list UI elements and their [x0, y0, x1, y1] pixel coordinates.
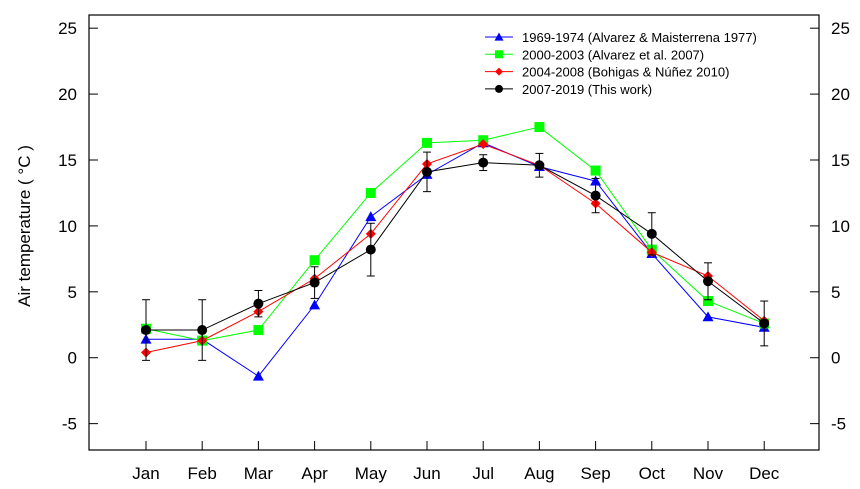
- series-line: [146, 162, 765, 331]
- series-0: [140, 137, 770, 381]
- series-line: [145, 143, 765, 353]
- x-axis: Jan Feb Mar Apr May Jun Jul Aug Sep Oct Nov Dec: [132, 441, 780, 483]
- data-point: [759, 318, 770, 329]
- x-tick-label: Aug: [524, 464, 554, 483]
- legend-marker: [495, 67, 503, 76]
- y-tick-label-right: 25: [831, 19, 850, 38]
- legend-item: 2000-2003 (Alvarez et al. 2007): [485, 47, 704, 62]
- data-point: [365, 244, 376, 255]
- data-point: [590, 190, 601, 201]
- data-point: [422, 166, 432, 177]
- y-tick-label: 10: [58, 217, 77, 236]
- data-point: [252, 370, 264, 381]
- x-tick-label: Jun: [413, 464, 440, 483]
- legend-marker: [495, 50, 503, 59]
- y-axis-title: Air temperature ( °C ): [15, 145, 34, 307]
- y-tick-label: 20: [58, 85, 77, 104]
- x-tick-label: Oct: [639, 464, 666, 483]
- legend-marker: [494, 32, 504, 41]
- legend-label: 2000-2003 (Alvarez et al. 2007): [522, 47, 704, 62]
- y-tick-label: 25: [58, 19, 77, 38]
- data-point: [703, 296, 713, 307]
- data-point: [703, 276, 713, 287]
- x-tick-label: Sep: [580, 464, 610, 483]
- y-tick-label-right: 20: [831, 85, 850, 104]
- data-point: [422, 137, 432, 148]
- data-point: [646, 228, 657, 239]
- series-1: [141, 122, 770, 346]
- y-tick-label-right: 0: [831, 349, 840, 368]
- data-point: [253, 298, 264, 309]
- legend-marker: [495, 84, 503, 93]
- data-point: [141, 325, 151, 336]
- x-tick-label: Mar: [244, 464, 274, 483]
- y-tick-label-right: 10: [831, 217, 850, 236]
- y-tick-label: -5: [62, 415, 77, 434]
- legend-item: 1969-1974 (Alvarez & Maisterrena 1977): [485, 30, 757, 45]
- series-layer: [140, 122, 770, 381]
- data-point: [365, 211, 377, 222]
- plot-border: [88, 14, 820, 451]
- y-tick-label-right: -5: [831, 415, 846, 434]
- x-tick-label: Nov: [693, 464, 724, 483]
- y-tick-label: 5: [68, 283, 77, 302]
- y-tick-label: 0: [68, 349, 77, 368]
- data-point: [590, 165, 601, 176]
- y-axis: -5 -5 0 0 5 5 10 10 15 15 20 20 25 25: [58, 19, 850, 433]
- legend-label: 1969-1974 (Alvarez & Maisterrena 1977): [522, 30, 757, 45]
- legend-item: 2007-2019 (This work): [485, 82, 652, 97]
- data-point: [309, 255, 320, 266]
- x-tick-label: Feb: [188, 464, 217, 483]
- x-tick-label: Jan: [132, 464, 159, 483]
- data-point: [478, 157, 489, 168]
- series-line: [146, 142, 765, 377]
- series-2: [141, 139, 770, 358]
- legend-label: 2004-2008 (Bohigas & Núñez 2010): [522, 65, 729, 80]
- data-point: [197, 325, 208, 336]
- plot-frame: [88, 14, 820, 451]
- legend-item: 2004-2008 (Bohigas & Núñez 2010): [485, 65, 729, 80]
- legend-label: 2007-2019 (This work): [522, 82, 652, 97]
- y-tick-label-right: 5: [831, 283, 840, 302]
- y-tick-label: 15: [58, 151, 77, 170]
- data-point: [365, 187, 376, 198]
- x-tick-label: Apr: [301, 464, 328, 483]
- x-tick-label: May: [355, 464, 388, 483]
- series-line: [145, 126, 765, 342]
- x-tick-label: Dec: [749, 464, 780, 483]
- data-point: [534, 122, 545, 133]
- data-point: [478, 139, 489, 150]
- data-point: [253, 325, 264, 336]
- data-point: [309, 299, 321, 310]
- y-tick-label-right: 15: [831, 151, 850, 170]
- legend: 1969-1974 (Alvarez & Maisterrena 1977) 20…: [485, 30, 757, 97]
- data-point: [534, 160, 545, 171]
- data-point: [309, 277, 320, 288]
- data-point: [702, 311, 714, 322]
- series-3: [141, 151, 770, 361]
- x-tick-label: Jul: [472, 464, 494, 483]
